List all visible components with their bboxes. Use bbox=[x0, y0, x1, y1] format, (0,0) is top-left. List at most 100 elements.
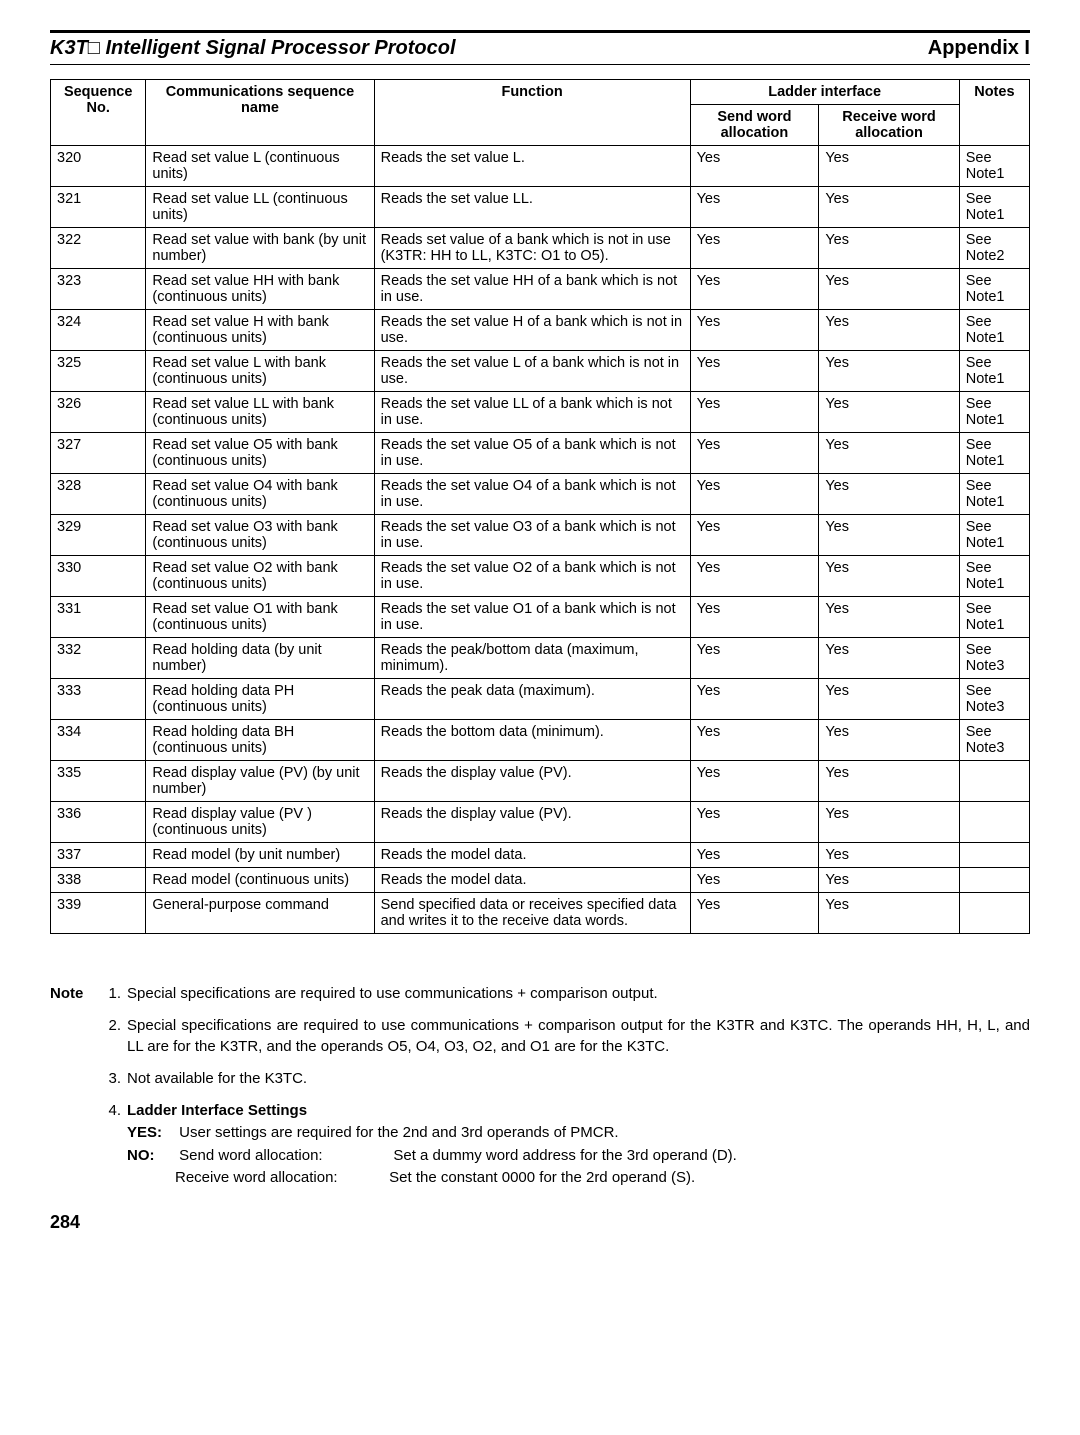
no-label: NO: bbox=[127, 1146, 175, 1166]
cell-seq: 338 bbox=[51, 868, 146, 893]
cell-func: Reads the set value O3 of a bank which i… bbox=[374, 515, 690, 556]
cell-seq: 334 bbox=[51, 720, 146, 761]
table-row: 328Read set value O4 with bank (continuo… bbox=[51, 474, 1030, 515]
cell-comm: Read model (by unit number) bbox=[146, 843, 374, 868]
cell-func: Reads the set value LL of a bank which i… bbox=[374, 392, 690, 433]
cell-func: Reads the set value O1 of a bank which i… bbox=[374, 597, 690, 638]
cell-seq: 339 bbox=[51, 893, 146, 934]
table-row: 327Read set value O5 with bank (continuo… bbox=[51, 433, 1030, 474]
cell-notes bbox=[959, 843, 1029, 868]
cell-recv: Yes bbox=[819, 893, 959, 934]
cell-recv: Yes bbox=[819, 310, 959, 351]
cell-func: Reads the set value L. bbox=[374, 146, 690, 187]
table-row: 321Read set value LL (continuous units)R… bbox=[51, 187, 1030, 228]
cell-seq: 326 bbox=[51, 392, 146, 433]
cell-recv: Yes bbox=[819, 433, 959, 474]
cell-send: Yes bbox=[690, 761, 819, 802]
cell-send: Yes bbox=[690, 433, 819, 474]
table-row: 330Read set value O2 with bank (continuo… bbox=[51, 556, 1030, 597]
cell-recv: Yes bbox=[819, 761, 959, 802]
table-row: 329Read set value O3 with bank (continuo… bbox=[51, 515, 1030, 556]
table-row: 336Read display value (PV ) (continuous … bbox=[51, 802, 1030, 843]
cell-send: Yes bbox=[690, 679, 819, 720]
page-header: K3T□ Intelligent Signal Processor Protoc… bbox=[50, 30, 1030, 65]
cell-comm: Read holding data PH (continuous units) bbox=[146, 679, 374, 720]
cell-notes: See Note1 bbox=[959, 515, 1029, 556]
th-notes: Notes bbox=[959, 80, 1029, 146]
cell-comm: Read set value LL with bank (continuous … bbox=[146, 392, 374, 433]
cell-func: Reads the display value (PV). bbox=[374, 761, 690, 802]
cell-send: Yes bbox=[690, 802, 819, 843]
cell-notes: See Note1 bbox=[959, 269, 1029, 310]
cell-func: Reads the peak data (maximum). bbox=[374, 679, 690, 720]
table-row: 335Read display value (PV) (by unit numb… bbox=[51, 761, 1030, 802]
header-prefix: K3T bbox=[50, 37, 88, 59]
cell-notes bbox=[959, 893, 1029, 934]
cell-notes: See Note3 bbox=[959, 720, 1029, 761]
cell-comm: Read holding data BH (continuous units) bbox=[146, 720, 374, 761]
cell-func: Reads the bottom data (minimum). bbox=[374, 720, 690, 761]
cell-notes: See Note1 bbox=[959, 187, 1029, 228]
cell-seq: 328 bbox=[51, 474, 146, 515]
cell-send: Yes bbox=[690, 228, 819, 269]
cell-notes: See Note1 bbox=[959, 474, 1029, 515]
cell-func: Send specified data or receives specifie… bbox=[374, 893, 690, 934]
cell-comm: Read model (continuous units) bbox=[146, 868, 374, 893]
cell-seq: 322 bbox=[51, 228, 146, 269]
note-num: 1. bbox=[105, 984, 127, 1004]
cell-comm: Read holding data (by unit number) bbox=[146, 638, 374, 679]
header-left: K3T□ Intelligent Signal Processor Protoc… bbox=[50, 37, 456, 60]
cell-send: Yes bbox=[690, 310, 819, 351]
cell-send: Yes bbox=[690, 515, 819, 556]
table-row: 332Read holding data (by unit number)Rea… bbox=[51, 638, 1030, 679]
no-line1-right: Set a dummy word address for the 3rd ope… bbox=[393, 1147, 737, 1164]
no-line1-left: Send word allocation: bbox=[179, 1146, 389, 1166]
cell-comm: Read set value LL (continuous units) bbox=[146, 187, 374, 228]
note4-body: Ladder Interface Settings YES: User sett… bbox=[127, 1101, 1030, 1188]
cell-comm: Read set value H with bank (continuous u… bbox=[146, 310, 374, 351]
cell-notes: See Note1 bbox=[959, 597, 1029, 638]
cell-seq: 325 bbox=[51, 351, 146, 392]
cell-seq: 330 bbox=[51, 556, 146, 597]
cell-comm: Read set value L with bank (continuous u… bbox=[146, 351, 374, 392]
cell-func: Reads the peak/bottom data (maximum, min… bbox=[374, 638, 690, 679]
cell-recv: Yes bbox=[819, 720, 959, 761]
cell-seq: 321 bbox=[51, 187, 146, 228]
cell-recv: Yes bbox=[819, 474, 959, 515]
note-num: 3. bbox=[105, 1069, 127, 1089]
cell-notes: See Note1 bbox=[959, 433, 1029, 474]
cell-send: Yes bbox=[690, 392, 819, 433]
cell-notes: See Note2 bbox=[959, 228, 1029, 269]
yes-label: YES: bbox=[127, 1123, 175, 1143]
cell-comm: Read set value O1 with bank (continuous … bbox=[146, 597, 374, 638]
table-row: 326Read set value LL with bank (continuo… bbox=[51, 392, 1030, 433]
cell-comm: Read set value with bank (by unit number… bbox=[146, 228, 374, 269]
note-body: Special specifications are required to u… bbox=[127, 984, 1030, 1004]
note-num: 4. bbox=[105, 1101, 127, 1188]
cell-recv: Yes bbox=[819, 556, 959, 597]
table-row: 333Read holding data PH (continuous unit… bbox=[51, 679, 1030, 720]
cell-comm: General-purpose command bbox=[146, 893, 374, 934]
cell-func: Reads the set value L of a bank which is… bbox=[374, 351, 690, 392]
cell-notes: See Note1 bbox=[959, 351, 1029, 392]
cell-notes: See Note1 bbox=[959, 556, 1029, 597]
table-row: 322Read set value with bank (by unit num… bbox=[51, 228, 1030, 269]
header-rest: Intelligent Signal Processor Protocol bbox=[100, 37, 456, 59]
cell-comm: Read set value O3 with bank (continuous … bbox=[146, 515, 374, 556]
cell-seq: 323 bbox=[51, 269, 146, 310]
cell-seq: 337 bbox=[51, 843, 146, 868]
cell-notes: See Note1 bbox=[959, 392, 1029, 433]
cell-recv: Yes bbox=[819, 392, 959, 433]
th-sequence: Sequence No. bbox=[51, 80, 146, 146]
cell-seq: 331 bbox=[51, 597, 146, 638]
cell-comm: Read set value HH with bank (continuous … bbox=[146, 269, 374, 310]
cell-send: Yes bbox=[690, 597, 819, 638]
cell-comm: Read set value L (continuous units) bbox=[146, 146, 374, 187]
cell-recv: Yes bbox=[819, 802, 959, 843]
cell-comm: Read set value O4 with bank (continuous … bbox=[146, 474, 374, 515]
cell-recv: Yes bbox=[819, 187, 959, 228]
th-ladder: Ladder interface bbox=[690, 80, 959, 105]
header-box: □ bbox=[88, 37, 100, 59]
table-row: 331Read set value O1 with bank (continuo… bbox=[51, 597, 1030, 638]
cell-seq: 329 bbox=[51, 515, 146, 556]
